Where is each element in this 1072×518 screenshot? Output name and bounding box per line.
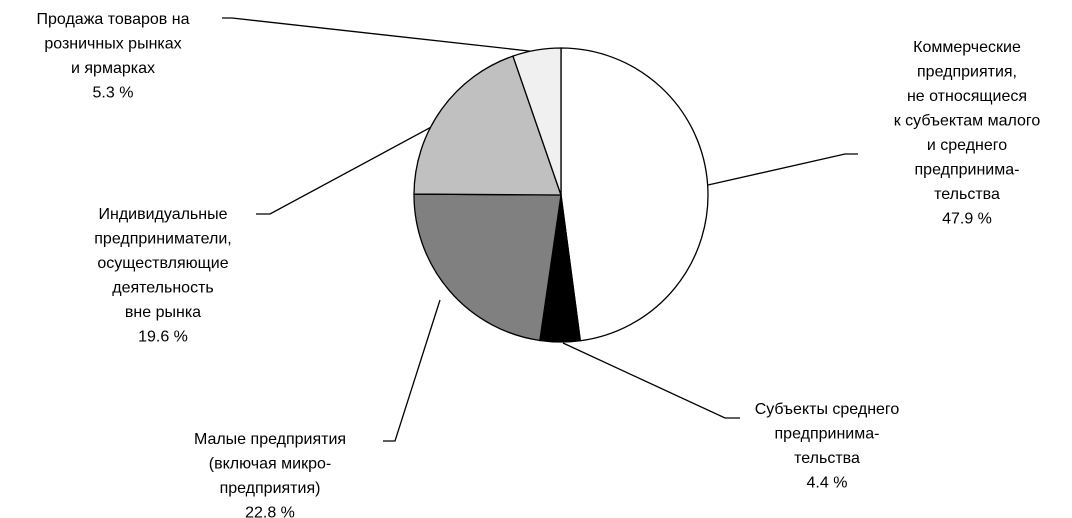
category-label: предприниматели, (94, 231, 232, 248)
category-label: Индивидуальные (98, 206, 227, 223)
category-label: Продажа товаров на (37, 11, 190, 28)
category-label: и ярмарках (71, 60, 155, 77)
value-label: 22.8 % (245, 505, 295, 518)
leader-line (707, 153, 858, 186)
leader-line (222, 17, 539, 53)
category-label: осуществляющие (97, 255, 228, 272)
pie-slice (413, 55, 562, 196)
category-label: предприятия, (917, 64, 1017, 81)
leader-lines (222, 17, 858, 442)
pie-slice (560, 47, 709, 342)
category-label: вне рынка (125, 304, 201, 321)
pie-slice (413, 193, 562, 342)
category-label: розничных рынках (44, 36, 181, 53)
leader-line (562, 342, 740, 419)
category-label: Субъекты среднего (755, 401, 900, 418)
category-label: (включая микро- (209, 456, 331, 473)
slice-label: Коммерческие предприятия, не относящиеся к … (894, 39, 1041, 228)
slice-label: Продажа товаров на розничных рынках и ярма… (37, 11, 190, 102)
category-label: тельства (934, 186, 1000, 203)
category-label: Коммерческие (913, 39, 1021, 56)
category-label: и среднего (927, 137, 1007, 154)
leader-line (383, 299, 441, 442)
category-label: предпринима- (915, 162, 1020, 179)
category-label: Малые предприятия (194, 431, 346, 448)
category-label: предприятия) (220, 480, 321, 497)
slice-label: Индивидуальные предприниматели, осуществля… (94, 206, 232, 346)
value-label: 19.6 % (138, 329, 188, 346)
leader-line (256, 124, 436, 215)
slice-label: Субъекты среднего предпринима-тельства 4.4… (755, 401, 900, 492)
category-label: не относящиеся (907, 88, 1027, 105)
category-label: предпринима- (775, 426, 880, 443)
value-label: 47.9 % (942, 211, 992, 228)
pie-slice (512, 47, 562, 196)
value-label: 5.3 % (93, 85, 134, 102)
category-label: деятельность (112, 280, 213, 297)
slice-label: Малые предприятия (включая микро-предприя… (194, 431, 346, 518)
value-label: 4.4 % (807, 475, 848, 492)
category-label: тельства (794, 450, 860, 467)
category-label: к субъектам малого (894, 113, 1041, 130)
